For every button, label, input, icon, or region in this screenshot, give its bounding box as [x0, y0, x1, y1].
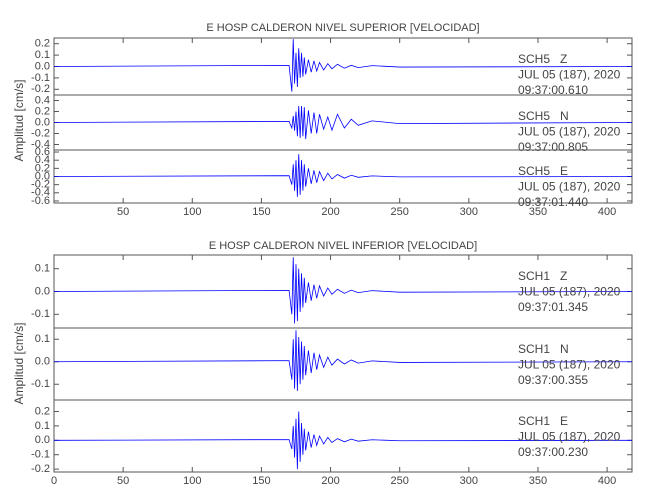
- x-tick-label: 350: [529, 475, 547, 487]
- y-tick-label: 0.0: [35, 285, 50, 297]
- y-tick-label: 0.1: [35, 420, 50, 432]
- x-tick-label: 300: [460, 206, 478, 218]
- y-tick-label: 0.1: [35, 333, 50, 345]
- annotation: 09:37:01.345: [518, 300, 588, 314]
- annotation: 09:37:01.440: [518, 195, 588, 209]
- trace: [53, 105, 633, 140]
- annotation: SCH5 E: [518, 164, 568, 178]
- y-tick-label: -0.2: [31, 463, 50, 475]
- annotation: 09:37:00.805: [518, 140, 588, 154]
- y-tick-label: 0.0: [35, 60, 50, 72]
- y-tick-label: -0.2: [31, 83, 50, 95]
- x-tick-label: 100: [183, 475, 201, 487]
- trace: [53, 39, 633, 92]
- y-axis-label: Amplitud [cm/s]: [12, 79, 26, 161]
- y-tick-label: 0.6: [35, 146, 50, 158]
- y-tick-label: -0.1: [31, 378, 50, 390]
- trace: [53, 257, 633, 324]
- trace: [53, 330, 633, 392]
- annotation: SCH1 Z: [518, 269, 567, 283]
- y-tick-label: -0.1: [31, 72, 50, 84]
- x-tick-label: 350: [529, 206, 547, 218]
- x-tick-label: 150: [252, 206, 270, 218]
- y-tick-label: -0.2: [31, 179, 50, 191]
- annotation: JUL 05 (187), 2020: [518, 285, 621, 299]
- y-tick-label: -0.2: [31, 127, 50, 139]
- x-tick-label: 0: [51, 475, 57, 487]
- x-tick-label: 300: [460, 475, 478, 487]
- annotation: JUL 05 (187), 2020: [518, 358, 621, 372]
- x-tick-label: 400: [598, 475, 616, 487]
- y-tick-label: 0.4: [35, 94, 50, 106]
- y-tick-label: 0.0: [35, 116, 50, 128]
- y-axis-label: Amplitud [cm/s]: [12, 322, 26, 404]
- y-tick-label: 0.0: [35, 434, 50, 446]
- chart-title: E HOSP CALDERON NIVEL INFERIOR [VELOCIDA…: [209, 240, 477, 252]
- x-tick-label: 100: [183, 206, 201, 218]
- y-tick-label: -0.4: [31, 138, 50, 150]
- y-tick-label: -0.6: [31, 195, 50, 207]
- x-tick-label: 150: [252, 475, 270, 487]
- y-tick-label: -0.4: [31, 187, 50, 199]
- x-tick-label: 50: [117, 475, 129, 487]
- annotation: 09:37:00.610: [518, 83, 588, 97]
- y-tick-label: 0.0: [35, 356, 50, 368]
- trace: [53, 411, 633, 470]
- plot-frame: [53, 399, 633, 473]
- y-tick-label: 0.2: [35, 162, 50, 174]
- x-tick-label: 200: [321, 475, 339, 487]
- y-tick-label: 0.2: [35, 105, 50, 117]
- y-tick-label: 0.2: [35, 38, 50, 50]
- x-tick-label: 400: [598, 206, 616, 218]
- y-tick-label: 0.1: [35, 263, 50, 275]
- trace: [53, 154, 633, 197]
- y-tick-label: 0.0: [35, 170, 50, 182]
- y-tick-label: 0.2: [35, 405, 50, 417]
- annotation: 09:37:00.230: [518, 445, 588, 459]
- chart-title: E HOSP CALDERON NIVEL SUPERIOR [VELOCIDA…: [206, 22, 479, 34]
- y-tick-label: 0.4: [35, 154, 50, 166]
- annotation: SCH1 N: [518, 342, 569, 356]
- y-tick-label: -0.1: [31, 308, 50, 320]
- x-tick-label: 50: [117, 206, 129, 218]
- annotation: JUL 05 (187), 2020: [518, 68, 621, 82]
- annotation: SCH5 N: [518, 109, 569, 123]
- annotation: 09:37:00.355: [518, 373, 588, 387]
- annotation: JUL 05 (187), 2020: [518, 430, 621, 444]
- x-tick-label: 250: [391, 475, 409, 487]
- annotation: SCH5 Z: [518, 52, 567, 66]
- annotation: SCH1 E: [518, 414, 568, 428]
- y-tick-label: 0.1: [35, 49, 50, 61]
- annotation: JUL 05 (187), 2020: [518, 125, 621, 139]
- x-tick-label: 250: [391, 206, 409, 218]
- y-tick-label: -0.1: [31, 449, 50, 461]
- x-tick-label: 200: [321, 206, 339, 218]
- annotation: JUL 05 (187), 2020: [518, 180, 621, 194]
